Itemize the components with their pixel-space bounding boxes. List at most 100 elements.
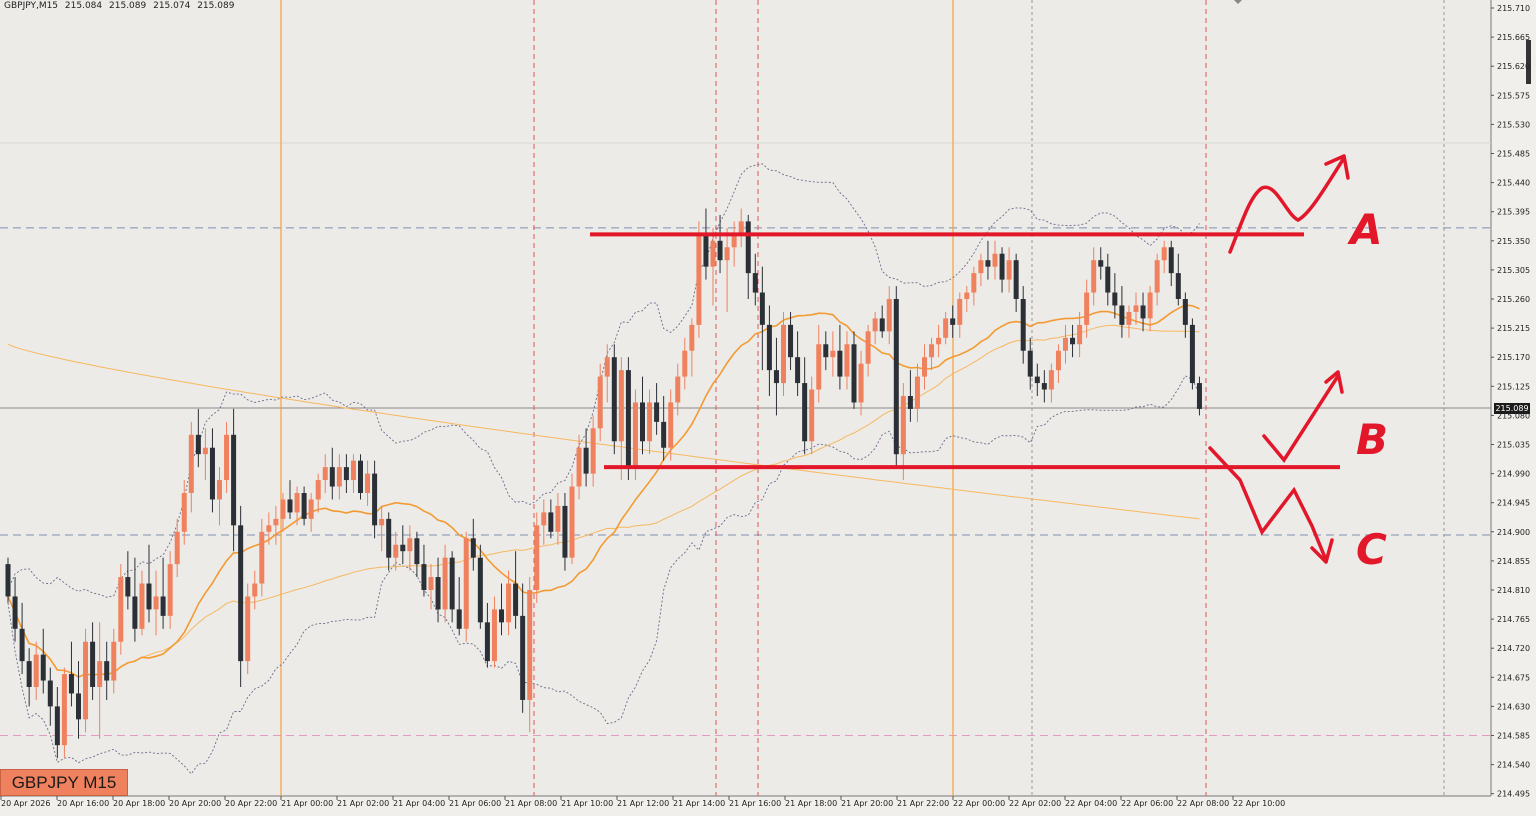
candle-body <box>54 706 60 746</box>
scenario-c-arrow <box>1208 446 1328 562</box>
candle-body <box>12 596 18 629</box>
candle-body <box>231 434 237 526</box>
candle-body <box>640 402 645 442</box>
candle-body <box>851 344 857 403</box>
y-tick-label: 215.530 <box>1497 120 1530 129</box>
y-tick-label: 214.855 <box>1497 557 1530 566</box>
candle-body <box>160 596 166 616</box>
candle-body <box>618 370 624 442</box>
moving-average-fast <box>7 304 1200 678</box>
candle-body <box>555 505 561 532</box>
candle-body <box>964 292 970 299</box>
y-tick-label: 214.945 <box>1497 499 1530 508</box>
scenario-b-arrow <box>1262 374 1340 463</box>
candle-body <box>90 641 96 687</box>
candle-body <box>654 402 660 422</box>
candle-body <box>576 447 582 487</box>
candle-body <box>738 221 744 235</box>
y-tick-label: 215.215 <box>1497 324 1530 333</box>
candle-body <box>372 473 378 526</box>
candle-body <box>83 641 89 720</box>
candle-body <box>647 402 653 442</box>
candle-body <box>583 447 589 474</box>
candle-body <box>590 428 596 474</box>
candle-body <box>1063 337 1068 351</box>
symbol-badge[interactable]: GBPJPY M15 <box>0 769 128 796</box>
candle-body <box>1077 324 1083 345</box>
candle-body <box>752 273 758 293</box>
candle-body <box>26 661 32 687</box>
candle-body <box>766 324 772 371</box>
candle-body <box>943 318 949 338</box>
candle-body <box>950 318 956 325</box>
candle-body <box>33 654 39 687</box>
candle-body <box>167 564 173 616</box>
moving-average-long <box>7 343 1200 520</box>
candle-body <box>294 493 300 513</box>
candle-body <box>1147 292 1153 319</box>
candle-body <box>174 531 180 565</box>
candle-body <box>463 538 469 629</box>
candle-body <box>1196 383 1202 409</box>
candle-body <box>611 357 617 442</box>
candle-body <box>1034 376 1040 384</box>
candle-body <box>238 525 244 662</box>
candle-body <box>195 434 201 455</box>
candle-body <box>992 253 998 267</box>
candle-body <box>259 531 265 584</box>
candle-body <box>1048 370 1054 390</box>
ohlc-open: 215.084 <box>64 1 103 11</box>
x-tick-label: 21 Apr 14:00 <box>673 799 725 808</box>
candle-body <box>1091 260 1097 293</box>
x-tick-label: 21 Apr 08:00 <box>505 799 557 808</box>
candle-body <box>5 564 11 597</box>
moving-average-slow <box>7 324 1200 678</box>
candle-body <box>209 447 215 500</box>
candle-body <box>696 234 702 325</box>
candle-body <box>795 357 801 384</box>
candle-body <box>19 628 25 662</box>
candle-body <box>1189 324 1195 384</box>
candle-body <box>407 538 413 552</box>
y-tick-label: 215.710 <box>1497 4 1530 13</box>
candle-body <box>343 467 349 481</box>
candle-body <box>865 331 871 364</box>
x-tick-label: 20 Apr 2026 <box>1 799 50 808</box>
x-tick-label: 21 Apr 06:00 <box>449 799 501 808</box>
candle-body <box>76 693 81 720</box>
candle-body <box>844 344 850 377</box>
candle-body <box>506 583 512 623</box>
time-axis-area <box>0 796 1491 816</box>
candle-body <box>153 596 159 610</box>
y-tick-label: 215.035 <box>1497 441 1530 450</box>
y-tick-label: 214.720 <box>1497 644 1530 653</box>
scenario-b-label: B <box>1356 415 1388 464</box>
x-tick-label: 21 Apr 12:00 <box>617 799 669 808</box>
candle-body <box>491 609 497 662</box>
candle-body <box>280 499 286 519</box>
candle-body <box>717 240 723 261</box>
bollinger-upper <box>7 163 1200 598</box>
candle-body <box>1161 247 1167 261</box>
candle-body <box>1126 311 1132 325</box>
candle-body <box>668 402 674 448</box>
candle-body <box>435 577 441 610</box>
candle-body <box>809 389 815 442</box>
candle-body <box>358 460 363 493</box>
x-tick-label: 22 Apr 08:00 <box>1177 799 1229 808</box>
candle-body <box>1105 266 1111 293</box>
candle-body <box>907 396 913 409</box>
candle-body <box>386 518 392 558</box>
ohlc-high: 215.089 <box>109 1 147 11</box>
candle-body <box>900 396 906 455</box>
candle-body <box>632 402 638 468</box>
y-tick-label: 215.440 <box>1497 179 1530 188</box>
candle-body <box>675 376 681 403</box>
x-tick-label: 20 Apr 16:00 <box>57 799 109 808</box>
candle-body <box>104 661 110 681</box>
x-tick-label: 20 Apr 18:00 <box>113 799 165 808</box>
candle-body <box>661 421 667 448</box>
candle-body <box>449 557 455 610</box>
scroll-indicator <box>1234 0 1242 4</box>
